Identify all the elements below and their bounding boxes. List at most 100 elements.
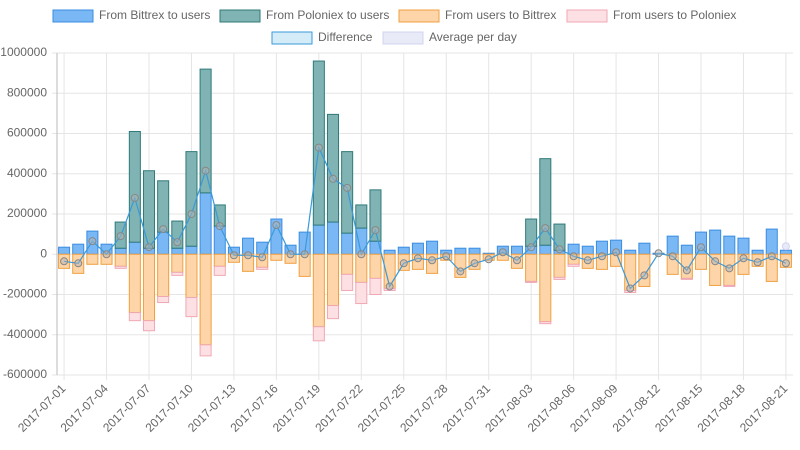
point — [654, 249, 663, 258]
bar — [326, 113, 340, 223]
bar — [369, 277, 382, 295]
point — [130, 193, 139, 202]
bar — [326, 221, 340, 255]
line — [63, 145, 787, 290]
bar — [326, 253, 340, 307]
y-tick-label: 1000000 — [0, 45, 47, 59]
point — [272, 221, 281, 230]
bar — [510, 245, 524, 255]
bar — [114, 253, 127, 267]
legend-swatch — [219, 9, 261, 23]
bar — [581, 245, 594, 255]
point — [541, 224, 550, 233]
bar — [709, 253, 722, 286]
point — [413, 254, 422, 263]
bar — [525, 280, 538, 283]
bar — [355, 253, 368, 283]
bar — [213, 225, 226, 255]
bar — [312, 224, 325, 255]
y-tick-label: -600000 — [3, 367, 47, 381]
bar — [341, 232, 354, 255]
bar — [341, 151, 354, 234]
y-tick-label: 200000 — [7, 206, 47, 220]
bar — [142, 320, 156, 332]
bar — [369, 253, 382, 279]
bar — [86, 253, 99, 265]
point — [753, 258, 762, 267]
bar — [525, 253, 538, 282]
point — [569, 252, 578, 261]
bar — [539, 253, 552, 323]
point — [640, 271, 649, 280]
point — [102, 250, 111, 259]
bar — [468, 247, 481, 255]
legend-label: From users to Poloniex — [613, 8, 736, 22]
bar — [355, 204, 368, 229]
point — [739, 254, 748, 263]
point — [626, 284, 635, 293]
bar — [171, 247, 184, 255]
bar — [426, 240, 439, 255]
point — [357, 250, 366, 259]
bar — [539, 244, 552, 255]
legend-label: Difference — [318, 30, 373, 44]
bar — [553, 276, 566, 280]
bar — [72, 243, 85, 255]
bar — [737, 237, 750, 255]
point — [484, 255, 493, 264]
bar — [171, 220, 184, 249]
bar — [142, 253, 156, 322]
point — [145, 243, 153, 252]
point — [456, 267, 465, 276]
point — [201, 166, 210, 175]
point — [286, 250, 295, 259]
bar — [737, 253, 750, 275]
point — [244, 251, 253, 260]
point — [74, 259, 83, 268]
bar — [199, 192, 212, 255]
y-tick-label: 0 — [40, 246, 47, 260]
point — [442, 252, 451, 261]
point — [343, 183, 352, 192]
bar — [312, 60, 325, 226]
bar — [114, 247, 127, 255]
bar — [270, 253, 283, 261]
bar — [185, 151, 198, 247]
bar — [539, 321, 552, 325]
point — [781, 242, 790, 251]
y-tick-label: -400000 — [3, 327, 47, 341]
point — [329, 174, 337, 183]
bar — [312, 253, 325, 328]
point — [60, 257, 69, 266]
legend-swatch — [566, 9, 608, 23]
bar — [128, 241, 141, 255]
bar — [157, 253, 170, 298]
bar — [312, 326, 325, 342]
legend-label: From Bittrex to users — [99, 8, 210, 22]
bar — [199, 253, 212, 346]
bar — [128, 312, 141, 322]
bar — [157, 180, 170, 233]
y-tick-label: 600000 — [7, 126, 47, 140]
bar — [454, 247, 467, 255]
bar — [213, 253, 226, 267]
point — [258, 253, 267, 262]
bar — [624, 249, 637, 255]
bar — [213, 265, 226, 276]
point — [159, 225, 168, 234]
legend-swatch — [398, 9, 440, 23]
bar — [199, 68, 212, 194]
bar — [171, 271, 184, 276]
legend-swatch — [52, 9, 94, 23]
point — [767, 252, 776, 261]
bar — [680, 277, 693, 280]
point — [173, 238, 182, 247]
y-tick-label: 400000 — [7, 166, 47, 180]
bar — [185, 253, 198, 299]
legend-label: From Poloniex to users — [266, 8, 389, 22]
point — [385, 282, 394, 291]
bar — [383, 249, 396, 255]
point — [314, 143, 323, 152]
bar — [157, 231, 170, 255]
bar — [709, 229, 722, 255]
